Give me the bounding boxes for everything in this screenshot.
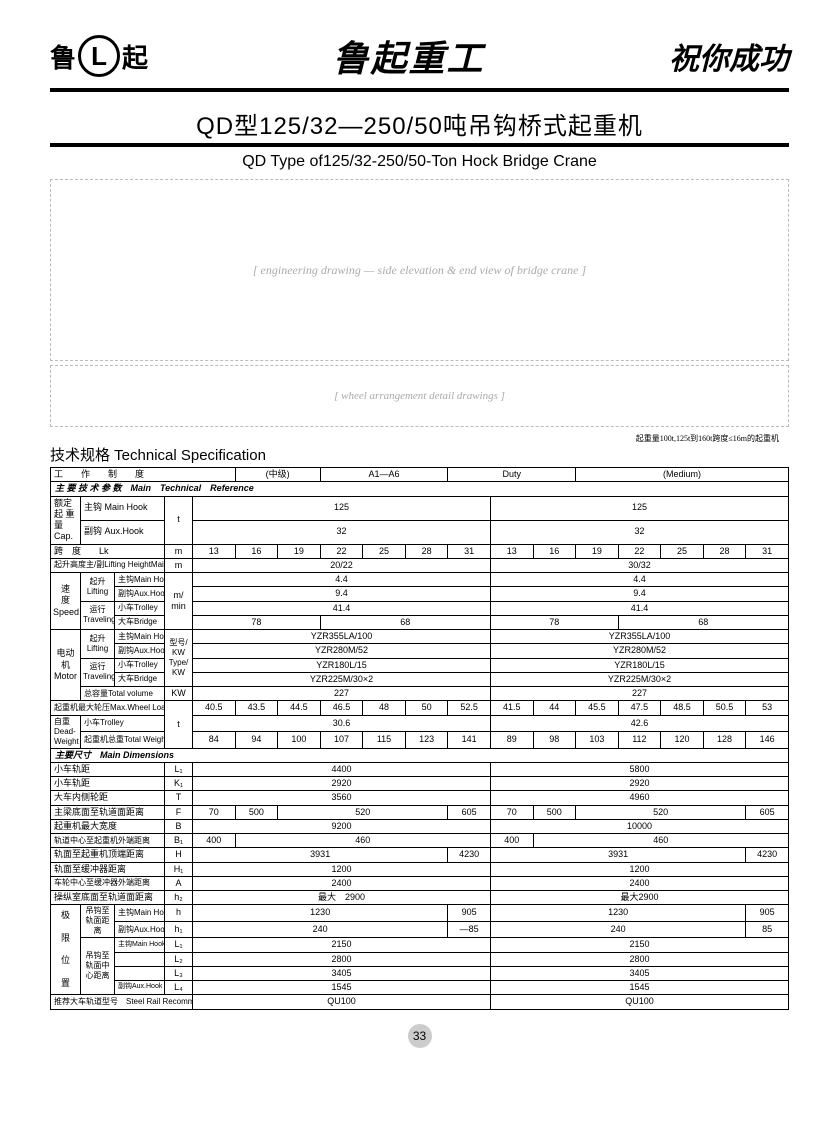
- page-number: 33: [408, 1024, 432, 1048]
- dim-row: 轨道中心至起重机外端距离B₁ 400460 400460: [51, 834, 789, 848]
- diagram-note: 起重量100t,125t到160t跨度≤16m的起重机: [50, 433, 789, 444]
- title-rule: [50, 143, 789, 147]
- motor-total: 总容量Total volumeKW227227: [51, 687, 789, 701]
- hook-row: 极 限 位 置 吊钩至 轨面距 离 主钩Main Hookh 1230905 1…: [51, 905, 789, 922]
- title-cn: QD型125/32—250/50吨吊钩桥式起重机: [50, 106, 789, 141]
- motor-main: 电动机 Motor 起升 Lifting 主钩Main Hook 型号/ KW …: [51, 630, 789, 644]
- diagram-detail: [ wheel arrangement detail drawings ]: [50, 365, 789, 427]
- span-row: 跨 度 Lk m 13161922252831 13161922252831: [51, 544, 789, 558]
- hook-row: L₂28002800: [51, 952, 789, 966]
- speed-bridge: 大车Bridge 7868 7868: [51, 615, 789, 629]
- spec-heading: 技术规格 Technical Specification: [50, 444, 789, 465]
- max-wheel-load: 起重机最大轮压Max.Wheel Loading t 40.543.544.54…: [51, 701, 789, 715]
- dead-total: 起重机总重Total Weight 8494100107115123141 89…: [51, 732, 789, 749]
- dim-row: 轨面至起重机顶端距离H 39314230 39314230: [51, 848, 789, 862]
- speed-trolley: 运行 Traveling 小车Trolley 41.441.4: [51, 601, 789, 615]
- spec-table: 工 作 制 度 (中级) A1—A6 Duty (Medium) 主 要 技 术…: [50, 467, 789, 1010]
- speed-aux: 副钩Aux.Hook 9.49.4: [51, 587, 789, 601]
- duty-row: 工 作 制 度 (中级) A1—A6 Duty (Medium): [51, 468, 789, 482]
- dim-row: 主梁底面至轨道面距离F 70500520605 70500520605: [51, 805, 789, 819]
- page-header: 鲁 L 起 鲁起重工 祝你成功: [50, 30, 789, 92]
- logo-char-1: 鲁: [50, 38, 76, 75]
- brand-name: 鲁起重工: [333, 30, 485, 82]
- hook-row: 副钩Aux.Hook hL₄15451545: [51, 981, 789, 995]
- motor-trolley: 运行 Traveling小车TrolleyYZR180L/15YZR180L/1…: [51, 658, 789, 672]
- hook-row: 副钩Aux.Hookh₁ 240—85 24085: [51, 921, 789, 938]
- slogan: 祝你成功: [669, 34, 789, 78]
- section-dims: 主要尺寸 Main Dimensions: [51, 748, 789, 762]
- cap-main: 额定起 重量Cap. 主钩 Main Hook t 125 125: [51, 496, 789, 520]
- dim-row: 起重机最大宽度B920010000: [51, 819, 789, 833]
- dim-row: 轨面至缓冲器距离H₁12001200: [51, 862, 789, 876]
- title-en: QD Type of125/32-250/50-Ton Hock Bridge …: [50, 153, 789, 171]
- motor-bridge: 大车BridgeYZR225M/30×2YZR225M/30×2: [51, 672, 789, 686]
- motor-aux: 副钩Aux.HookYZR280M/52YZR280M/52: [51, 644, 789, 658]
- diagram-main: [ engineering drawing — side elevation &…: [50, 179, 789, 361]
- dim-row: 小车轨距K₁29202920: [51, 777, 789, 791]
- section-tech: 主 要 技 术 参 数 Main Technical Reference: [51, 482, 789, 496]
- dim-row: 车轮中心至缓冲器外端距离A24002400: [51, 876, 789, 890]
- rail-row: 推荐大车轨道型号 Steel Rail Recommended QU100QU1…: [51, 995, 789, 1009]
- dim-row: 操纵室底面至轨道面距离h₂最大 2900最大2900: [51, 891, 789, 905]
- cap-aux: 副钩 Aux.Hook 32 32: [51, 520, 789, 544]
- dead-trolley: 自重Dead- Weight 小车Trolley 30.642.6: [51, 715, 789, 732]
- logo-icon: L: [78, 35, 120, 77]
- lift-height: 起升高度主/副Lifting HeightMain/Aux m 20/22 30…: [51, 558, 789, 572]
- dim-row: 大车内侧轮距T35604960: [51, 791, 789, 805]
- logo: 鲁 L 起: [50, 35, 148, 77]
- speed-main: 速 度 Speed 起升 Lifting 主钩Main Hook m/ min …: [51, 573, 789, 587]
- logo-char-2: 起: [122, 38, 148, 75]
- dim-row: 小车轨距L₁44005800: [51, 762, 789, 776]
- hook-row: L₃34053405: [51, 966, 789, 980]
- hook-row: 吊钩至 轨面中 心距离 主钩Main Hook hL₁ 21502150: [51, 938, 789, 952]
